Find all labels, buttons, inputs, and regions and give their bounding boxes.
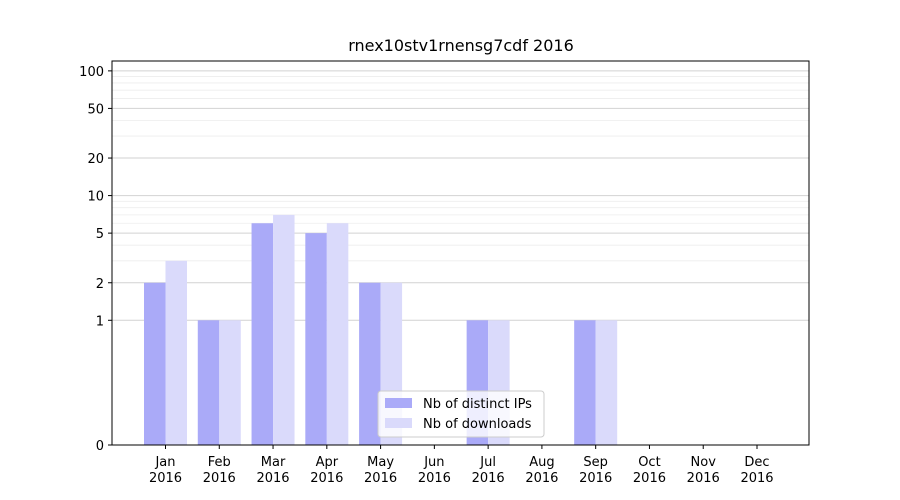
legend-label: Nb of downloads xyxy=(423,417,532,432)
bar-distinct-ips xyxy=(305,233,327,445)
chart-title: rnex10stv1rnensg7cdf 2016 xyxy=(348,36,574,55)
y-tick-label: 50 xyxy=(87,102,104,117)
bar-downloads xyxy=(273,214,295,445)
grid-layer xyxy=(112,70,809,446)
x-tick-label-year: 2016 xyxy=(418,471,451,486)
x-tick-label-month: Feb xyxy=(208,455,231,470)
x-tick-label-year: 2016 xyxy=(687,471,720,486)
x-tick-label-year: 2016 xyxy=(203,471,236,486)
x-tick-label-month: Jun xyxy=(423,455,444,470)
y-tick-label: 100 xyxy=(79,65,104,80)
x-tick-label-month: Oct xyxy=(638,455,660,470)
axes-layer: 0125102050100Jan2016Feb2016Mar2016Apr201… xyxy=(79,60,810,486)
x-tick-label-year: 2016 xyxy=(633,471,666,486)
x-tick-label-month: Aug xyxy=(529,455,554,470)
bar-downloads xyxy=(165,260,187,445)
x-tick-label-year: 2016 xyxy=(364,471,397,486)
plot-frame xyxy=(111,60,810,446)
x-tick-label-month: Dec xyxy=(744,455,769,470)
y-tick-label: 2 xyxy=(96,277,104,292)
x-tick-label-month: Apr xyxy=(316,455,339,470)
y-tick-label: 10 xyxy=(87,190,104,205)
x-tick-label-year: 2016 xyxy=(740,471,773,486)
bar-distinct-ips xyxy=(197,320,220,445)
legend-swatch xyxy=(385,418,412,428)
x-tick-label-year: 2016 xyxy=(579,471,612,486)
y-tick-label: 5 xyxy=(96,227,104,242)
x-tick-label-year: 2016 xyxy=(256,471,289,486)
bar-distinct-ips xyxy=(144,282,166,445)
x-tick-label-year: 2016 xyxy=(149,471,182,486)
y-tick-label: 1 xyxy=(96,314,104,329)
x-tick-label-month: Sep xyxy=(583,455,608,470)
legend-box xyxy=(377,390,545,438)
x-tick-label-month: Jan xyxy=(154,455,175,470)
x-tick-label-month: Mar xyxy=(261,455,286,470)
bar-downloads xyxy=(595,320,618,445)
y-tick-label: 20 xyxy=(87,152,104,167)
x-tick-label-month: Jul xyxy=(479,455,496,470)
bar-distinct-ips xyxy=(574,320,596,445)
x-tick-label-year: 2016 xyxy=(472,471,505,486)
x-tick-label-year: 2016 xyxy=(525,471,558,486)
legend: Nb of distinct IPs Nb of downloads xyxy=(377,390,545,438)
bar-downloads xyxy=(326,223,349,445)
x-tick-label-month: Nov xyxy=(691,455,717,470)
y-tick-label: 0 xyxy=(96,439,104,454)
bar-downloads xyxy=(219,320,241,445)
bar-distinct-ips xyxy=(251,223,274,445)
bar-distinct-ips xyxy=(359,282,381,445)
x-tick-label-year: 2016 xyxy=(310,471,343,486)
legend-swatch xyxy=(385,398,412,408)
x-tick-label-month: May xyxy=(367,455,394,470)
legend-label: Nb of distinct IPs xyxy=(423,397,532,412)
